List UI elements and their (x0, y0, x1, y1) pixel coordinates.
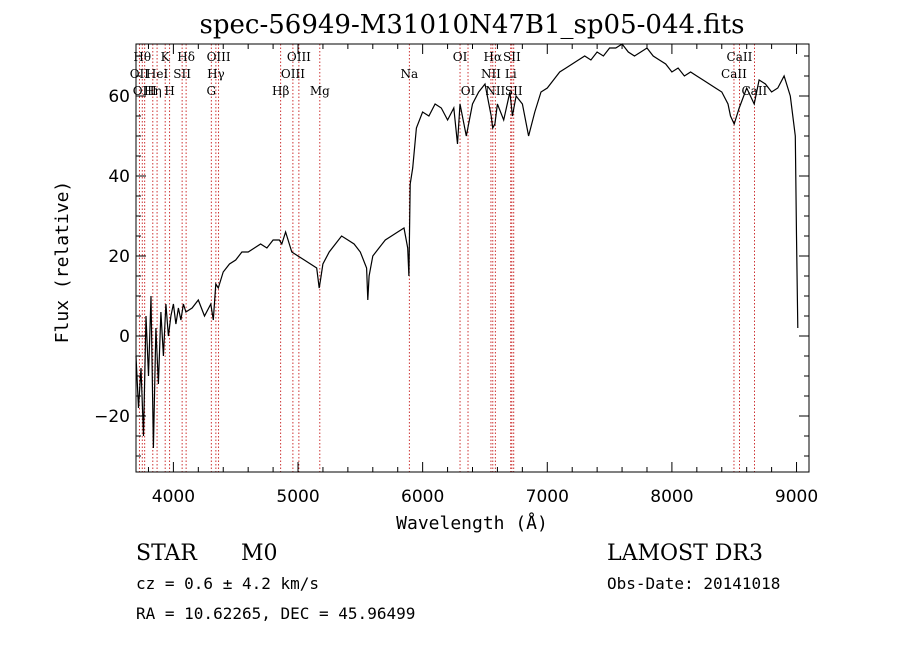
x-tick-label: 8000 (650, 487, 693, 507)
spectral-line-label: Hδ (177, 50, 195, 64)
spectral-line-label: HeI (146, 67, 169, 81)
spectral-line-label: SII (503, 50, 521, 64)
chart-title: spec-56949-M31010N47B1_sp05-044.fits (200, 10, 745, 40)
x-tick-label: 6000 (401, 487, 444, 507)
y-tick-label: 0 (119, 327, 130, 347)
spectral-line-label: OI (461, 84, 476, 98)
spectral-line-label: Hα (484, 50, 503, 64)
x-axis-label: Wavelength (Å) (396, 512, 548, 534)
spectral-line-label: Hβ (272, 84, 289, 98)
y-tick-label: −20 (94, 407, 130, 427)
spectral-line-markers (138, 44, 755, 472)
spectral-line-label: SII (505, 84, 523, 98)
y-tick-label: 40 (108, 167, 130, 187)
redshift-cz: cz = 0.6 ± 4.2 km/s (136, 574, 319, 593)
spectral-line-label: CaII (741, 84, 767, 98)
observation-date: Obs-Date: 20141018 (607, 574, 780, 593)
spectral-line-label: Mg (310, 84, 330, 98)
object-subclass: M0 (241, 541, 278, 566)
spectral-line-label: Na (400, 67, 418, 81)
spectral-line-label: OII (130, 67, 150, 81)
spectral-line-label: CaII (721, 67, 747, 81)
spectral-line-labels: OIIHθOIIIHηHeIKHSIIHδGHγOIIIHβOIIIOIIIMg… (130, 50, 768, 98)
y-tick-label: 20 (108, 247, 130, 267)
sky-coordinates: RA = 10.62265, DEC = 45.96499 (136, 604, 415, 623)
spectral-line-label: OIII (207, 50, 231, 64)
x-tick-label: 5000 (276, 487, 319, 507)
x-tick-label: 9000 (775, 487, 818, 507)
spectral-line-label: Hη (144, 84, 162, 98)
spectral-line-label: OIII (281, 67, 305, 81)
axis-ticks: 4000 5000 6000 7000 8000 9000 −20 0 20 40 60 (94, 44, 818, 507)
x-tick-label: 7000 (526, 487, 569, 507)
x-tick-label: 4000 (152, 487, 195, 507)
y-tick-label: 60 (108, 87, 130, 107)
spectral-line-label: H (164, 84, 174, 98)
spectral-line-label: SII (173, 67, 191, 81)
spectral-line-label: NII (481, 67, 501, 81)
y-axis-label: Flux (relative) (52, 181, 73, 344)
survey-name: LAMOST DR3 (607, 541, 763, 566)
spectral-line-label: Hθ (133, 50, 151, 64)
spectral-line-label: CaII (727, 50, 753, 64)
spectral-line-label: G (206, 84, 216, 98)
spectral-line-label: Hγ (207, 67, 225, 81)
spectral-line-label: NII (485, 84, 505, 98)
spectral-line-label: K (161, 50, 171, 64)
spectral-line-label: Li (505, 67, 517, 81)
spectral-line-label: OI (453, 50, 468, 64)
spectral-line-label: OIII (133, 84, 157, 98)
object-class: STAR (136, 541, 198, 566)
spectral-line-label: OIII (287, 50, 311, 64)
flux-series-line (135, 43, 799, 449)
